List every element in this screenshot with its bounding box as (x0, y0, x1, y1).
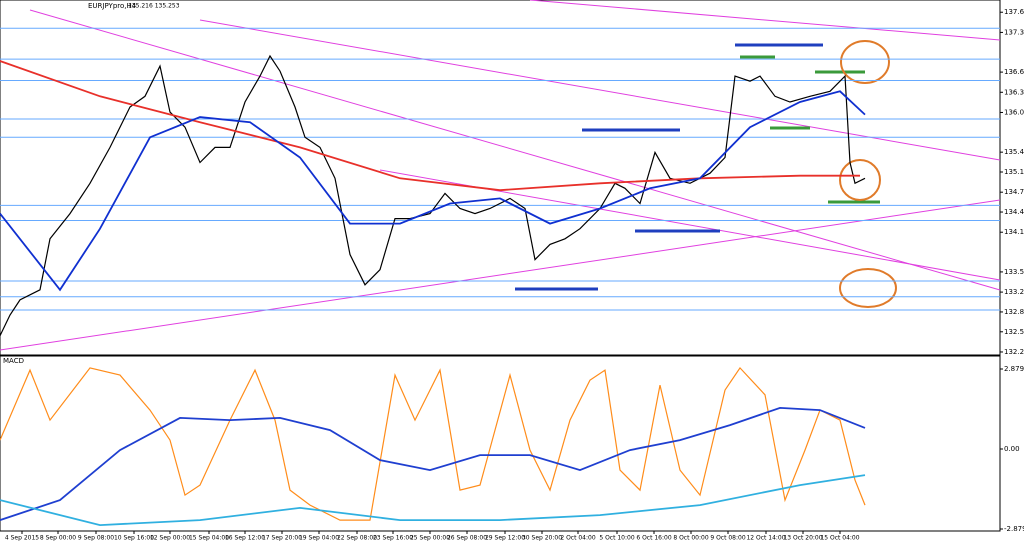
x-tick-label: 15 Sep 04:00 (189, 535, 229, 542)
x-tick-label: 19 Sep 04:00 (299, 535, 339, 542)
y-tick-label: 134.474 (1004, 208, 1024, 216)
x-tick-label: 8 Oct 00:00 (673, 535, 708, 542)
x-tick-label: 16 Sep 12:00 (225, 535, 265, 542)
series-line (0, 366, 866, 521)
y-tick-label: 0.00 (1004, 445, 1020, 453)
x-tick-label: 2 Oct 04:00 (560, 535, 595, 542)
y-tick-label: 136.694 (1004, 68, 1024, 76)
y-tick-label: 132.889 (1004, 308, 1024, 316)
x-tick-label: 9 Oct 08:00 (710, 535, 745, 542)
price-readout: 135.216 135.253 (128, 3, 180, 10)
series-line (0, 90, 866, 292)
y-tick-label: 133.524 (1004, 268, 1024, 276)
x-tick-label: 8 Sep 00:00 (40, 535, 76, 542)
x-tick-label: 25 Sep 00:00 (410, 535, 450, 542)
y-tick-label: 134.154 (1004, 228, 1024, 236)
x-tick-label: 10 Sep 16:00 (114, 535, 154, 542)
x-tick-label: 15 Oct 04:00 (820, 535, 859, 542)
y-tick-label: 136.374 (1004, 88, 1024, 96)
y-tick-label: 132.254 (1004, 348, 1024, 356)
x-tick-label: 26 Sep 08:00 (447, 535, 487, 542)
x-tick-label: 22 Sep 08:00 (337, 535, 377, 542)
x-tick-label: 5 Oct 10:00 (599, 535, 634, 542)
y-tick-label: 133.204 (1004, 288, 1024, 296)
x-tick-label: 13 Oct 20:00 (783, 535, 822, 542)
annotations (0, 0, 1001, 351)
y-tick-label: 137.644 (1004, 8, 1024, 16)
series-line (0, 474, 866, 527)
macd-pane (0, 355, 1001, 532)
x-tick-label: 17 Sep 20:00 (262, 535, 302, 542)
x-tick-label: 4 Sep 2015 (5, 535, 39, 542)
y-tick-label: 132.574 (1004, 328, 1024, 336)
y-tick-label: 134.789 (1004, 188, 1024, 196)
macd-title: MACD (3, 357, 24, 365)
x-tick-label: 30 Sep 20:00 (522, 535, 562, 542)
y-tick-label: 2.8792 (1004, 365, 1024, 373)
series-line (0, 406, 866, 521)
x-tick-label: 23 Sep 16:00 (373, 535, 413, 542)
x-tick-label: 6 Oct 16:00 (636, 535, 671, 542)
y-tick-label: 135.109 (1004, 168, 1024, 176)
x-tick-label: 29 Sep 12:00 (485, 535, 525, 542)
series-line (0, 60, 860, 192)
y-tick-label: 136.054 (1004, 108, 1024, 116)
x-tick-label: 12 Oct 14:00 (746, 535, 785, 542)
series-line (0, 54, 866, 337)
y-tick-label: 135.424 (1004, 148, 1024, 156)
y-tick-label: 137.324 (1004, 28, 1024, 36)
symbol-title: EURJPYpro,H4 (88, 2, 137, 10)
y-tick-label: -2.8792 (1004, 525, 1024, 533)
x-tick-label: 12 Sep 00:00 (150, 535, 190, 542)
x-tick-label: 9 Sep 08:00 (78, 535, 114, 542)
